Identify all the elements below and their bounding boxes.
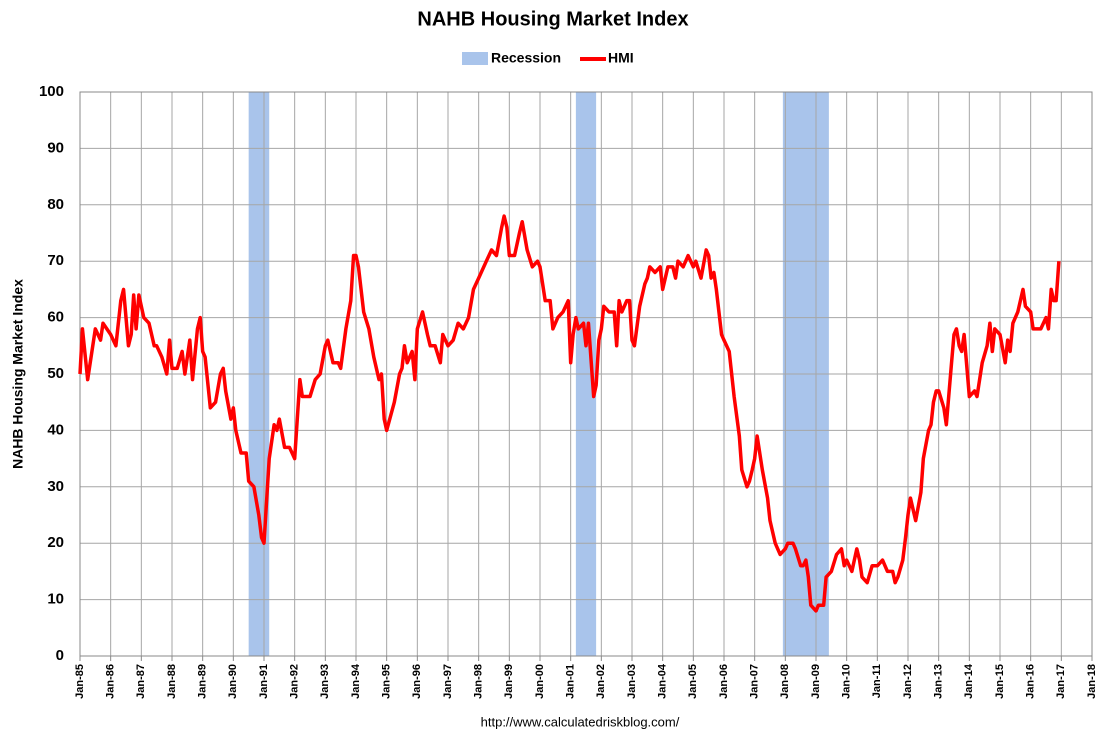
y-tick-label: 40: [47, 421, 64, 438]
x-tick-label: Jan-87: [135, 664, 147, 699]
y-axis-label: NAHB Housing Market Index: [10, 279, 26, 469]
x-tick-label: Jan-17: [1055, 664, 1067, 699]
x-tick-label: Jan-11: [871, 664, 883, 698]
y-tick-label: 10: [47, 591, 64, 608]
y-tick-label: 50: [47, 365, 64, 382]
x-tick-label: Jan-08: [779, 664, 791, 699]
x-tick-label: Jan-86: [105, 664, 117, 699]
y-tick-label: 70: [47, 252, 64, 269]
x-tick-label: Jan-14: [963, 663, 975, 699]
x-tick-label: Jan-09: [810, 664, 822, 699]
source-note: http://www.calculatedriskblog.com/: [481, 714, 680, 729]
x-tick-label: Jan-88: [166, 664, 178, 699]
x-tick-label: Jan-94: [350, 663, 362, 699]
x-tick-label: Jan-91: [258, 664, 270, 699]
x-tick-label: Jan-16: [1025, 664, 1037, 699]
y-tick-label: 80: [47, 196, 64, 213]
y-tick-label: 60: [47, 309, 64, 326]
x-tick-label: Jan-18: [1086, 664, 1098, 699]
legend-recession-label: Recession: [491, 50, 561, 66]
x-tick-label: Jan-04: [657, 663, 669, 699]
x-tick-label: Jan-10: [841, 664, 853, 699]
y-tick-label: 30: [47, 478, 64, 495]
x-tick-label: Jan-98: [473, 664, 485, 699]
x-tick-label: Jan-05: [687, 664, 699, 699]
x-tick-label: Jan-89: [197, 664, 209, 699]
x-tick-label: Jan-00: [534, 664, 546, 699]
x-tick-label: Jan-90: [227, 664, 239, 699]
x-tick-label: Jan-07: [749, 664, 761, 699]
x-tick-label: Jan-12: [902, 664, 914, 699]
x-tick-label: Jan-97: [442, 664, 454, 699]
y-tick-label: 90: [47, 139, 64, 156]
x-tick-label: Jan-95: [381, 664, 393, 699]
x-tick-label: Jan-06: [718, 664, 730, 699]
x-tick-label: Jan-92: [289, 664, 301, 699]
x-tick-label: Jan-02: [595, 664, 607, 699]
chart-title: NAHB Housing Market Index: [417, 8, 688, 30]
x-tick-label: Jan-03: [626, 664, 638, 699]
y-tick-label: 100: [39, 83, 64, 100]
legend-recession-swatch: [462, 52, 488, 65]
x-tick-label: Jan-99: [503, 664, 515, 699]
hmi-line: [78, 214, 1061, 613]
x-tick-label: Jan-13: [933, 664, 945, 699]
x-tick-label: Jan-96: [411, 664, 423, 699]
x-tick-label: Jan-85: [74, 664, 86, 699]
y-tick-label: 20: [47, 534, 64, 551]
legend-hmi-label: HMI: [608, 50, 634, 66]
x-tick-label: Jan-01: [565, 664, 577, 699]
x-tick-label: Jan-93: [319, 664, 331, 699]
x-tick-label: Jan-15: [994, 664, 1006, 699]
y-tick-label: 0: [56, 647, 64, 664]
